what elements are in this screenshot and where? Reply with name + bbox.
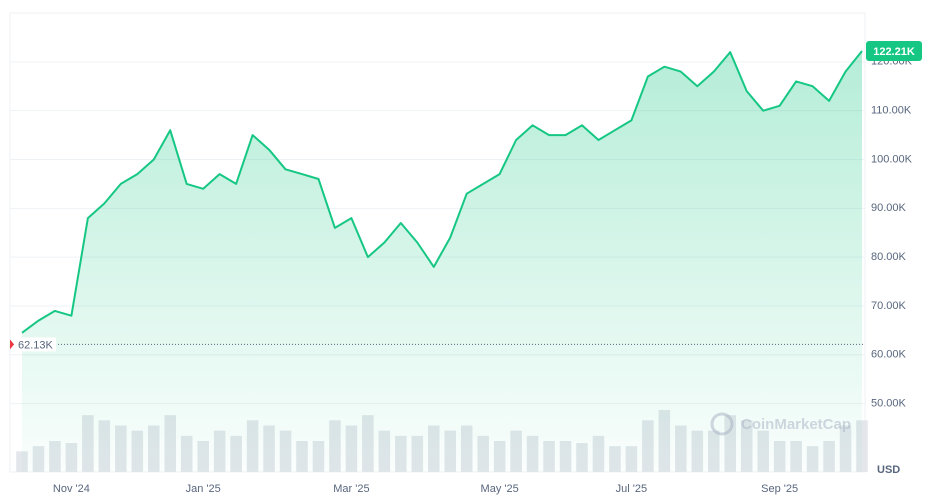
x-tick-label: Jul '25 [616, 483, 647, 495]
x-tick-label: Nov '24 [53, 483, 90, 495]
price-area [22, 51, 862, 472]
x-tick-label: May '25 [481, 483, 519, 495]
x-tick-label: Mar '25 [333, 483, 369, 495]
y-tick-label: 90.00K [871, 202, 907, 214]
reference-marker [10, 339, 14, 350]
reference-label: 62.13K [18, 339, 54, 351]
x-tick-label: Sep '25 [761, 483, 798, 495]
price-line [21, 50, 863, 334]
reference-label-bg [16, 337, 56, 352]
x-tick-label: Jan '25 [186, 483, 221, 495]
last-price-badge [866, 41, 922, 62]
y-unit: USD [877, 464, 900, 476]
last-price-label: 122.21K [873, 46, 915, 58]
y-tick-label: 50.00K [871, 398, 907, 410]
y-tick-label: 60.00K [871, 349, 907, 361]
y-tick-label: 80.00K [871, 251, 907, 263]
watermark-text: CoinMarketCap [741, 416, 851, 433]
y-tick-label: 110.00K [871, 105, 912, 117]
y-tick-label: 100.00K [871, 153, 913, 165]
y-tick-label: 70.00K [871, 300, 907, 312]
watermark: CoinMarketCap [710, 412, 851, 436]
